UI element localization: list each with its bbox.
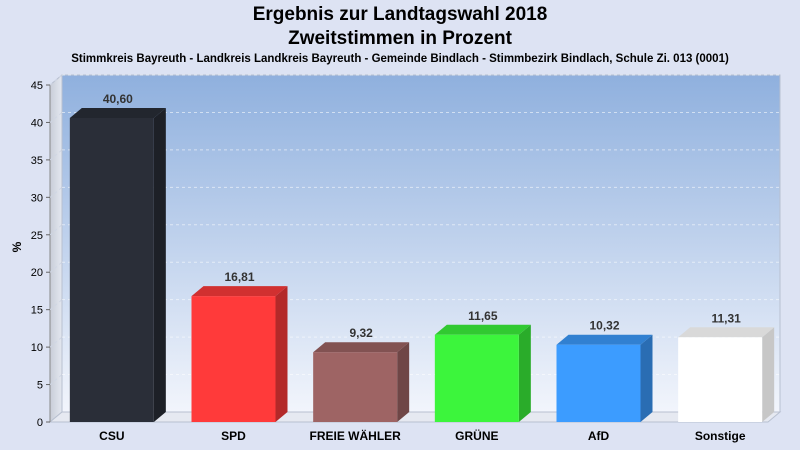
data-label: 11,31 xyxy=(711,311,741,325)
gridline-side xyxy=(49,336,63,348)
bar-top xyxy=(191,286,288,297)
gridline-side xyxy=(49,374,63,385)
bar-front xyxy=(191,296,276,422)
data-label: 40,60 xyxy=(103,92,133,106)
gridline-side xyxy=(49,74,63,86)
data-label: 11,65 xyxy=(468,309,498,323)
y-tick-label: 30 xyxy=(31,192,43,204)
gridline-side xyxy=(49,299,63,311)
x-tick-label: CSU xyxy=(99,429,124,443)
y-tick-label: 5 xyxy=(37,380,43,392)
y-tick-label: 40 xyxy=(31,117,43,129)
x-tick-label: FREIE WÄHLER xyxy=(309,428,401,443)
data-label: 16,81 xyxy=(224,270,254,284)
bar-top xyxy=(434,324,531,335)
bar-freie-wähler xyxy=(313,342,410,422)
bar-csu xyxy=(69,107,166,422)
y-tick-label: 0 xyxy=(37,417,43,429)
plot-back-wall xyxy=(61,74,781,413)
bar-afd xyxy=(556,334,653,422)
bar-front xyxy=(678,337,763,422)
gridline-side xyxy=(49,261,63,273)
bar-front xyxy=(313,352,398,422)
y-tick-label: 10 xyxy=(31,342,43,354)
chart-subtitle: Stimmkreis Bayreuth - Landkreis Landkrei… xyxy=(71,53,729,65)
bar-top xyxy=(678,327,775,338)
x-tick-label: GRÜNE xyxy=(455,428,498,443)
bar-grüne xyxy=(434,324,531,422)
x-tick-label: Sonstige xyxy=(695,429,746,443)
bar-side xyxy=(762,327,775,422)
bar-side xyxy=(153,107,166,422)
plot-side-wall xyxy=(49,73,63,424)
y-tick-label: 45 xyxy=(31,80,43,92)
y-tick-label: 15 xyxy=(31,305,43,317)
gridline-side xyxy=(49,186,63,198)
gridline-side xyxy=(49,112,63,123)
gridline-side xyxy=(49,224,63,236)
data-label: 10,32 xyxy=(589,319,619,333)
x-tick-label: AfD xyxy=(588,429,610,443)
y-tick-label: 25 xyxy=(31,230,43,242)
chart-title: Ergebnis zur Landtagswahl 2018 xyxy=(252,4,548,25)
bar-top xyxy=(313,342,410,353)
bar-front xyxy=(556,344,641,422)
x-tick-label: SPD xyxy=(221,429,246,443)
bar-top xyxy=(556,334,653,345)
y-tick-label: 35 xyxy=(31,155,43,167)
bar-front xyxy=(69,117,154,422)
chart-title-line2: Zweitstimmen in Prozent xyxy=(288,28,512,49)
data-label: 9,32 xyxy=(349,326,373,340)
gridline-side xyxy=(49,149,63,161)
bar-side xyxy=(640,334,653,422)
bar-side xyxy=(275,286,288,422)
bar-top xyxy=(69,107,166,118)
bar-side xyxy=(518,324,531,422)
bar-side xyxy=(397,342,410,422)
y-axis-label: % xyxy=(10,241,24,252)
bar-spd xyxy=(191,286,288,422)
bar-front xyxy=(434,334,519,422)
y-tick-label: 20 xyxy=(31,267,43,279)
bar-sonstige xyxy=(678,327,775,422)
